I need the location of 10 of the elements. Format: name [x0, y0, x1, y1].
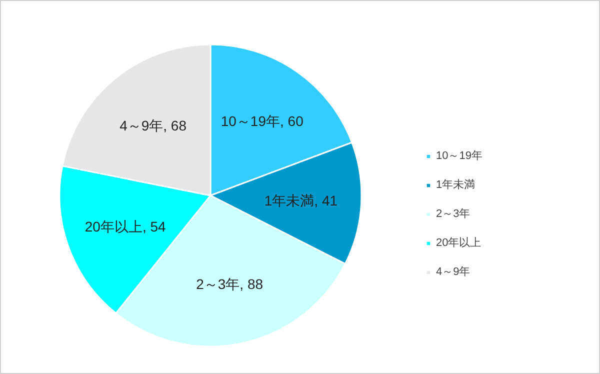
legend-label: 20年以上 — [436, 236, 482, 250]
legend-label: 10～19年 — [436, 149, 482, 163]
legend-label: 4～9年 — [436, 265, 470, 279]
data-label: 2～3年, 88 — [196, 276, 264, 292]
data-label: 1年未満, 41 — [264, 192, 338, 209]
data-label: 10～19年, 60 — [220, 113, 304, 130]
legend-label: 1年未満 — [436, 178, 476, 192]
legend-label: 2～3年 — [436, 207, 470, 221]
data-label: 20年以上, 54 — [84, 218, 166, 234]
data-label: 4～9年, 68 — [120, 117, 187, 134]
